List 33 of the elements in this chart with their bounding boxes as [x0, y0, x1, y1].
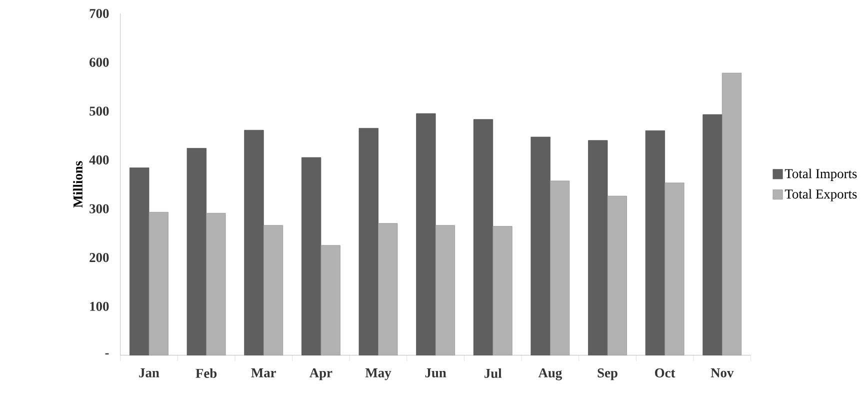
x-tick-label: Jul [484, 368, 502, 378]
bar [244, 130, 264, 356]
bar [416, 114, 436, 356]
x-tick-label: May [365, 368, 392, 380]
y-tick-label: 300 [90, 204, 109, 214]
y-axis-title: Millions [73, 161, 83, 208]
x-tick-label: Sep [598, 368, 618, 380]
y-tick-label: 100 [90, 302, 109, 312]
y-tick-label: 600 [90, 58, 109, 68]
bar [645, 130, 666, 356]
bar [301, 158, 322, 356]
x-tick-label: Mar [251, 368, 276, 378]
x-tick-label: Feb [196, 368, 217, 378]
y-tick-label: - [105, 354, 109, 355]
x-tick-label: Jun [425, 368, 446, 378]
bar [530, 137, 550, 356]
bar [130, 168, 150, 356]
y-tick-label: 200 [90, 253, 109, 262]
bar [186, 148, 206, 356]
bar [702, 114, 722, 356]
bar [473, 119, 494, 356]
x-tick-label: Jan [139, 368, 160, 378]
y-tick-label: 500 [90, 106, 109, 116]
x-tick-label: Oct [655, 368, 676, 378]
bar [588, 140, 608, 356]
legend-label: Total Exports [784, 189, 857, 202]
y-tick-label: 700 [90, 9, 109, 18]
y-tick-label: 400 [89, 156, 109, 165]
x-tick-label: Apr [310, 368, 332, 380]
bar [358, 128, 378, 356]
x-tick-label: Aug [538, 368, 562, 380]
legend-label: Total Imports [784, 168, 857, 182]
x-tick-label: Nov [710, 368, 734, 378]
